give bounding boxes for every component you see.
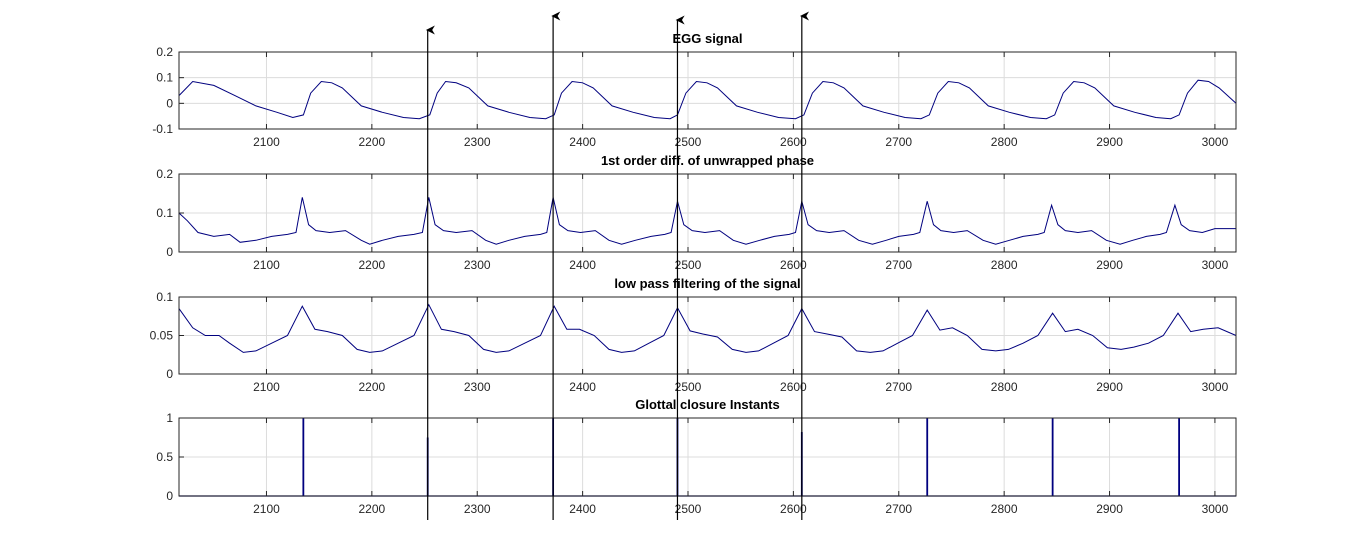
gci-xtick-label-7: 2800	[991, 502, 1018, 516]
phase-diff-title: 1st order diff. of unwrapped phase	[601, 153, 814, 168]
egg-signal-xtick-label-3: 2400	[569, 135, 596, 149]
phase-diff-xtick-label-3: 2400	[569, 258, 596, 272]
phase-diff-xtick-label-9: 3000	[1202, 258, 1229, 272]
gci-xtick-label-9: 3000	[1202, 502, 1229, 516]
egg-signal-xtick-label-1: 2200	[359, 135, 386, 149]
phase-diff-xtick-label-0: 2100	[253, 258, 280, 272]
phase-diff-xtick-label-8: 2900	[1096, 258, 1123, 272]
low-pass-xtick-label-8: 2900	[1096, 380, 1123, 394]
phase-diff-xtick-label-4: 2500	[675, 258, 702, 272]
low-pass-xtick-label-4: 2500	[675, 380, 702, 394]
gci-ytick-label-0: 0	[166, 489, 173, 503]
egg-signal-xtick-label-9: 3000	[1202, 135, 1229, 149]
low-pass-xtick-label-9: 3000	[1202, 380, 1229, 394]
egg-signal-title: EGG signal	[672, 31, 742, 46]
phase-diff-xtick-label-5: 2600	[780, 258, 807, 272]
low-pass-series-line	[178, 303, 1237, 353]
gci-xtick-label-5: 2600	[780, 502, 807, 516]
low-pass-xtick-label-7: 2800	[991, 380, 1018, 394]
egg-signal-ytick-label-1: 0	[166, 96, 173, 110]
egg-signal-ytick-label-3: 0.2	[156, 45, 173, 59]
egg-signal-axes-box	[178, 51, 1237, 130]
phase-diff-ytick-label-2: 0.2	[156, 167, 173, 181]
egg-signal-plot-area	[179, 52, 1236, 129]
gci-ytick-label-2: 1	[166, 411, 173, 425]
gci-panel: 2100 2200 2300 2400 2500 2600 2700 2800 2900 3000…	[156, 397, 1237, 516]
egg-signal-xtick-label-4: 2500	[675, 135, 702, 149]
phase-diff-xtick-label-6: 2700	[885, 258, 912, 272]
gci-xtick-label-6: 2700	[885, 502, 912, 516]
gci-xtick-label-4: 2500	[675, 502, 702, 516]
gci-ytick-label-1: 0.5	[156, 450, 173, 464]
gci-xtick-label-1: 2200	[359, 502, 386, 516]
gci-arrows	[425, 11, 810, 520]
low-pass-xtick-label-6: 2700	[885, 380, 912, 394]
egg-signal-ytick-label-0: -0.1	[152, 122, 173, 136]
low-pass-title: low pass filtering of the signal	[614, 276, 800, 291]
low-pass-panel: 2100 2200 2300 2400 2500 2600 2700 2800 2900 3000…	[150, 276, 1237, 394]
egg-signal-xtick-label-0: 2100	[253, 135, 280, 149]
low-pass-xtick-label-3: 2400	[569, 380, 596, 394]
egg-signal-panel: 2100 2200 2300 2400 2500 2600 2700 2800 2900 3000…	[152, 31, 1237, 149]
low-pass-ytick-label-2: 0.1	[156, 290, 173, 304]
gci-xtick-label-3: 2400	[569, 502, 596, 516]
low-pass-xtick-label-1: 2200	[359, 380, 386, 394]
phase-diff-xtick-label-2: 2300	[464, 258, 491, 272]
phase-diff-series-line	[178, 197, 1236, 245]
gci-title: Glottal closure Instants	[635, 397, 779, 412]
egg-signal-ytick-label-2: 0.1	[156, 71, 173, 85]
low-pass-ytick-label-0: 0	[166, 367, 173, 381]
phase-diff-ytick-label-0: 0	[166, 245, 173, 259]
low-pass-xtick-label-0: 2100	[253, 380, 280, 394]
low-pass-xtick-label-2: 2300	[464, 380, 491, 394]
egg-signal-xtick-label-5: 2600	[780, 135, 807, 149]
low-pass-ytick-label-1: 0.05	[150, 329, 174, 343]
low-pass-xtick-label-5: 2600	[780, 380, 807, 394]
egg-signal-xtick-label-6: 2700	[885, 135, 912, 149]
gci-xtick-label-2: 2300	[464, 502, 491, 516]
gci-xtick-label-0: 2100	[253, 502, 280, 516]
gci-xtick-label-8: 2900	[1096, 502, 1123, 516]
egg-signal-xtick-label-2: 2300	[464, 135, 491, 149]
phase-diff-xtick-label-1: 2200	[359, 258, 386, 272]
egg-signal-xtick-label-7: 2800	[991, 135, 1018, 149]
egg-signal-xtick-label-8: 2900	[1096, 135, 1123, 149]
phase-diff-xtick-label-7: 2800	[991, 258, 1018, 272]
phase-diff-ytick-label-1: 0.1	[156, 206, 173, 220]
phase-diff-panel: 2100 2200 2300 2400 2500 2600 2700 2800 2900 3000…	[156, 153, 1237, 272]
egg-signal-series-line	[178, 79, 1237, 120]
